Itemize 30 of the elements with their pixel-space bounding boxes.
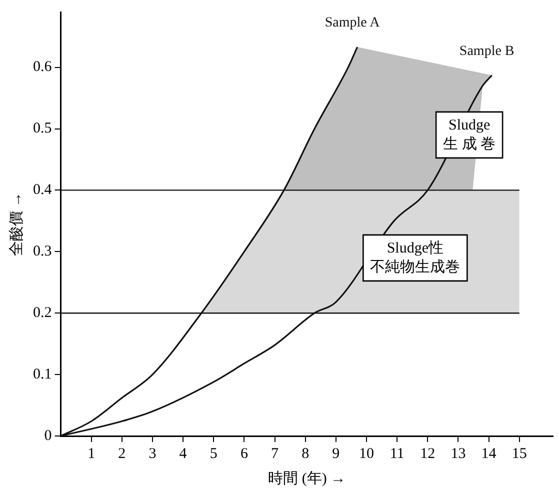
- annotation: 生 成 巻: [443, 135, 496, 152]
- x-tick-label: 2: [118, 446, 126, 462]
- series-label: Sample A: [324, 16, 381, 31]
- x-tick-label: 15: [512, 446, 527, 462]
- x-tick-label: 4: [179, 446, 188, 462]
- x-tick-label: 5: [210, 446, 218, 462]
- x-tick-label: 10: [358, 446, 374, 462]
- y-tick-label: 0.4: [33, 182, 52, 198]
- y-tick-label: 0.6: [33, 59, 52, 76]
- x-tick-label: 14: [481, 446, 497, 462]
- x-tick-label: 9: [332, 446, 340, 462]
- y-tick-label: 0.5: [33, 120, 52, 137]
- x-tick-label: 13: [450, 446, 466, 462]
- y-tick-label: 0.2: [33, 305, 52, 322]
- x-tick-label: 1: [88, 446, 96, 462]
- annotation: Sludge: [448, 117, 490, 134]
- x-tick-label: 3: [148, 446, 156, 462]
- annotation: 不純物生成巻: [370, 258, 460, 276]
- y-tick-label: 0.1: [33, 366, 52, 382]
- y-tick-label: 0.3: [33, 244, 52, 260]
- y-axis-title: 全酸價 →: [8, 192, 25, 256]
- series-label: Sample B: [459, 44, 514, 59]
- x-tick-label: 6: [240, 446, 248, 462]
- annotation: Sludge性: [386, 239, 444, 256]
- x-tick-label: 7: [271, 446, 280, 462]
- y-tick-label: 0: [44, 428, 52, 444]
- x-axis-title: 時間 (年) →: [268, 470, 346, 487]
- x-tick-label: 11: [390, 446, 404, 462]
- x-tick-label: 8: [302, 446, 310, 462]
- x-tick-label: 12: [420, 446, 436, 462]
